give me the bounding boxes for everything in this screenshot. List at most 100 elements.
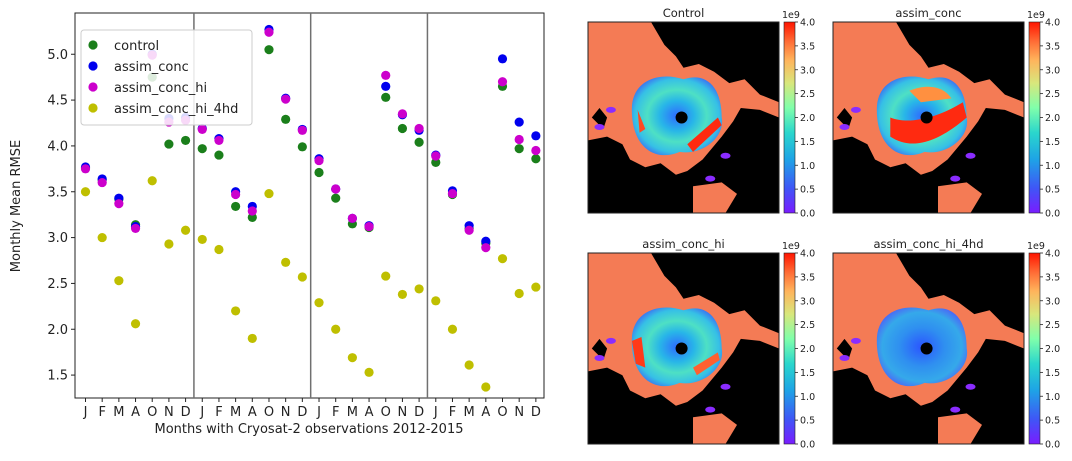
data-point: [514, 288, 524, 299]
y-tick-label: 5.0: [47, 48, 68, 63]
data-point: [481, 243, 491, 253]
map-image: [833, 22, 1024, 213]
colorbar-tick-label: 3.5: [800, 41, 815, 52]
landmass: [970, 56, 998, 76]
thin-ice-patch: [720, 152, 731, 159]
thin-ice-patch: [705, 175, 716, 182]
thick-ice-band: [909, 86, 952, 103]
data-point: [464, 225, 474, 235]
map-panel-assim_conc_hi_4hd: assim_conc_hi_4hd 0.0 0.5 1.0 1.5 2.0 2.5 3.0 3.…: [832, 237, 1060, 451]
colorbar-tick-label: 3.0: [800, 65, 815, 76]
data-point: [331, 193, 341, 203]
colorbar-tick-label: 3.0: [800, 296, 815, 307]
colorbar-exponent: 1e9: [782, 10, 800, 21]
x-tick-label: O: [497, 405, 507, 420]
data-point: [197, 234, 207, 245]
pole-hole: [920, 342, 933, 355]
x-tick-label: A: [248, 405, 257, 420]
colorbar-tick-label: 3.5: [800, 272, 815, 283]
y-axis: 1.5 2.0 2.5 3.0 3.5 4.0 4.5 5.0: [47, 48, 75, 384]
data-point: [314, 155, 324, 166]
map-frame: [587, 21, 780, 214]
map-image: [588, 22, 779, 213]
data-point: [414, 123, 424, 134]
colorbar-tick-label: 4.0: [1045, 18, 1060, 29]
colorbar-tick-label: 0.0: [1045, 209, 1060, 220]
landmass: [896, 253, 1024, 334]
map-title: Control: [663, 6, 705, 20]
x-tick-label: F: [449, 405, 456, 420]
data-point: [80, 187, 91, 197]
data-point: [314, 298, 324, 308]
data-point: [164, 239, 174, 249]
legend-entry: control: [114, 39, 159, 54]
map-title: assim_conc: [895, 6, 961, 20]
landmass: [588, 108, 779, 213]
map-frame: [832, 21, 1025, 214]
thin-ice-patch: [950, 406, 961, 413]
data-point: [331, 324, 341, 334]
x-tick-label: J: [199, 405, 204, 420]
data-point: [164, 139, 174, 149]
data-point: [214, 244, 224, 255]
colorbar-tick-label: 1.0: [1045, 161, 1060, 172]
colorbar: [1028, 21, 1041, 214]
legend-frame: [80, 29, 253, 126]
data-point: [114, 199, 124, 209]
x-tick-label: D: [181, 405, 191, 420]
bay: [938, 182, 982, 213]
thin-ice-patch: [965, 383, 976, 390]
x-tick-label: M: [230, 405, 241, 420]
y-tick-label: 4.5: [47, 94, 68, 109]
landmass: [588, 338, 779, 444]
x-tick-label: O: [381, 405, 391, 420]
x-tick-label: D: [531, 405, 541, 420]
data-point: [447, 188, 458, 199]
data-point: [331, 184, 341, 194]
data-point: [264, 27, 274, 37]
landmass: [591, 338, 608, 360]
thick-ice-band: [631, 337, 646, 368]
colorbar-tick-label: 1.5: [1045, 137, 1060, 148]
legend-marker: [88, 61, 98, 71]
data-point: [247, 212, 257, 223]
landmass: [725, 287, 753, 307]
data-point: [97, 232, 107, 243]
x-axis-label: Months with Cryosat-2 observations 2012-…: [154, 422, 463, 437]
colorbar-tick-label: 1.5: [1045, 368, 1060, 379]
data-point: [531, 154, 541, 164]
colorbar: [783, 21, 796, 214]
data-point: [130, 223, 141, 234]
data-point: [514, 144, 524, 154]
landmass: [833, 338, 1024, 444]
thin-ice-patch: [950, 175, 961, 182]
data-point: [381, 271, 391, 281]
legend-marker: [88, 40, 98, 50]
colorbar-tick-label: 2.5: [800, 320, 815, 331]
data-point: [431, 296, 441, 306]
thin-ice-patch: [594, 124, 605, 131]
x-tick-label: J: [83, 405, 88, 420]
colorbar-tick-label: 2.5: [800, 89, 815, 100]
data-point: [247, 333, 257, 344]
colorbar-tick-label: 2.5: [1045, 89, 1060, 100]
data-point: [297, 142, 307, 152]
data-points: [80, 24, 541, 392]
data-point: [281, 114, 291, 124]
y-tick-label: 1.5: [47, 369, 68, 384]
data-point: [464, 360, 474, 370]
thin-ice-patch: [605, 337, 616, 344]
thin-ice-patch: [605, 106, 616, 113]
data-point: [214, 135, 224, 146]
data-point: [297, 272, 307, 282]
y-tick-label: 2.0: [47, 323, 68, 338]
colorbar-exponent: 1e9: [1027, 10, 1045, 21]
data-point: [381, 92, 391, 102]
data-point: [197, 124, 207, 135]
legend: control assim_conc assim_conc_hi assim_conc…: [80, 29, 253, 126]
data-point: [414, 284, 424, 294]
